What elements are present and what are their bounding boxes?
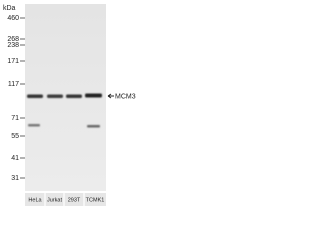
target-label: MCM3 (115, 93, 136, 100)
target-arrow (107, 93, 114, 99)
marker-label: 31 (11, 175, 19, 182)
marker-label: 238 (7, 42, 19, 49)
units-label: kDa (3, 5, 16, 12)
marker-label: 460 (7, 15, 19, 22)
band (87, 125, 100, 128)
marker-label: 117 (8, 81, 19, 88)
lane-label: TCMK1 (86, 197, 105, 203)
band (27, 94, 43, 98)
marker-label: 55 (11, 133, 19, 140)
bands (27, 93, 102, 128)
marker-label: 41 (11, 155, 19, 162)
marker-label: 171 (7, 58, 19, 65)
band (47, 94, 63, 98)
lane-label: Jurkat (47, 197, 62, 203)
lane-label: HeLa (28, 197, 42, 203)
band (85, 93, 102, 98)
marker-label: 71 (11, 115, 19, 122)
band (66, 94, 82, 98)
band (28, 124, 40, 127)
lane-label: 293T (68, 197, 81, 203)
marker-label: 268 (7, 36, 19, 43)
